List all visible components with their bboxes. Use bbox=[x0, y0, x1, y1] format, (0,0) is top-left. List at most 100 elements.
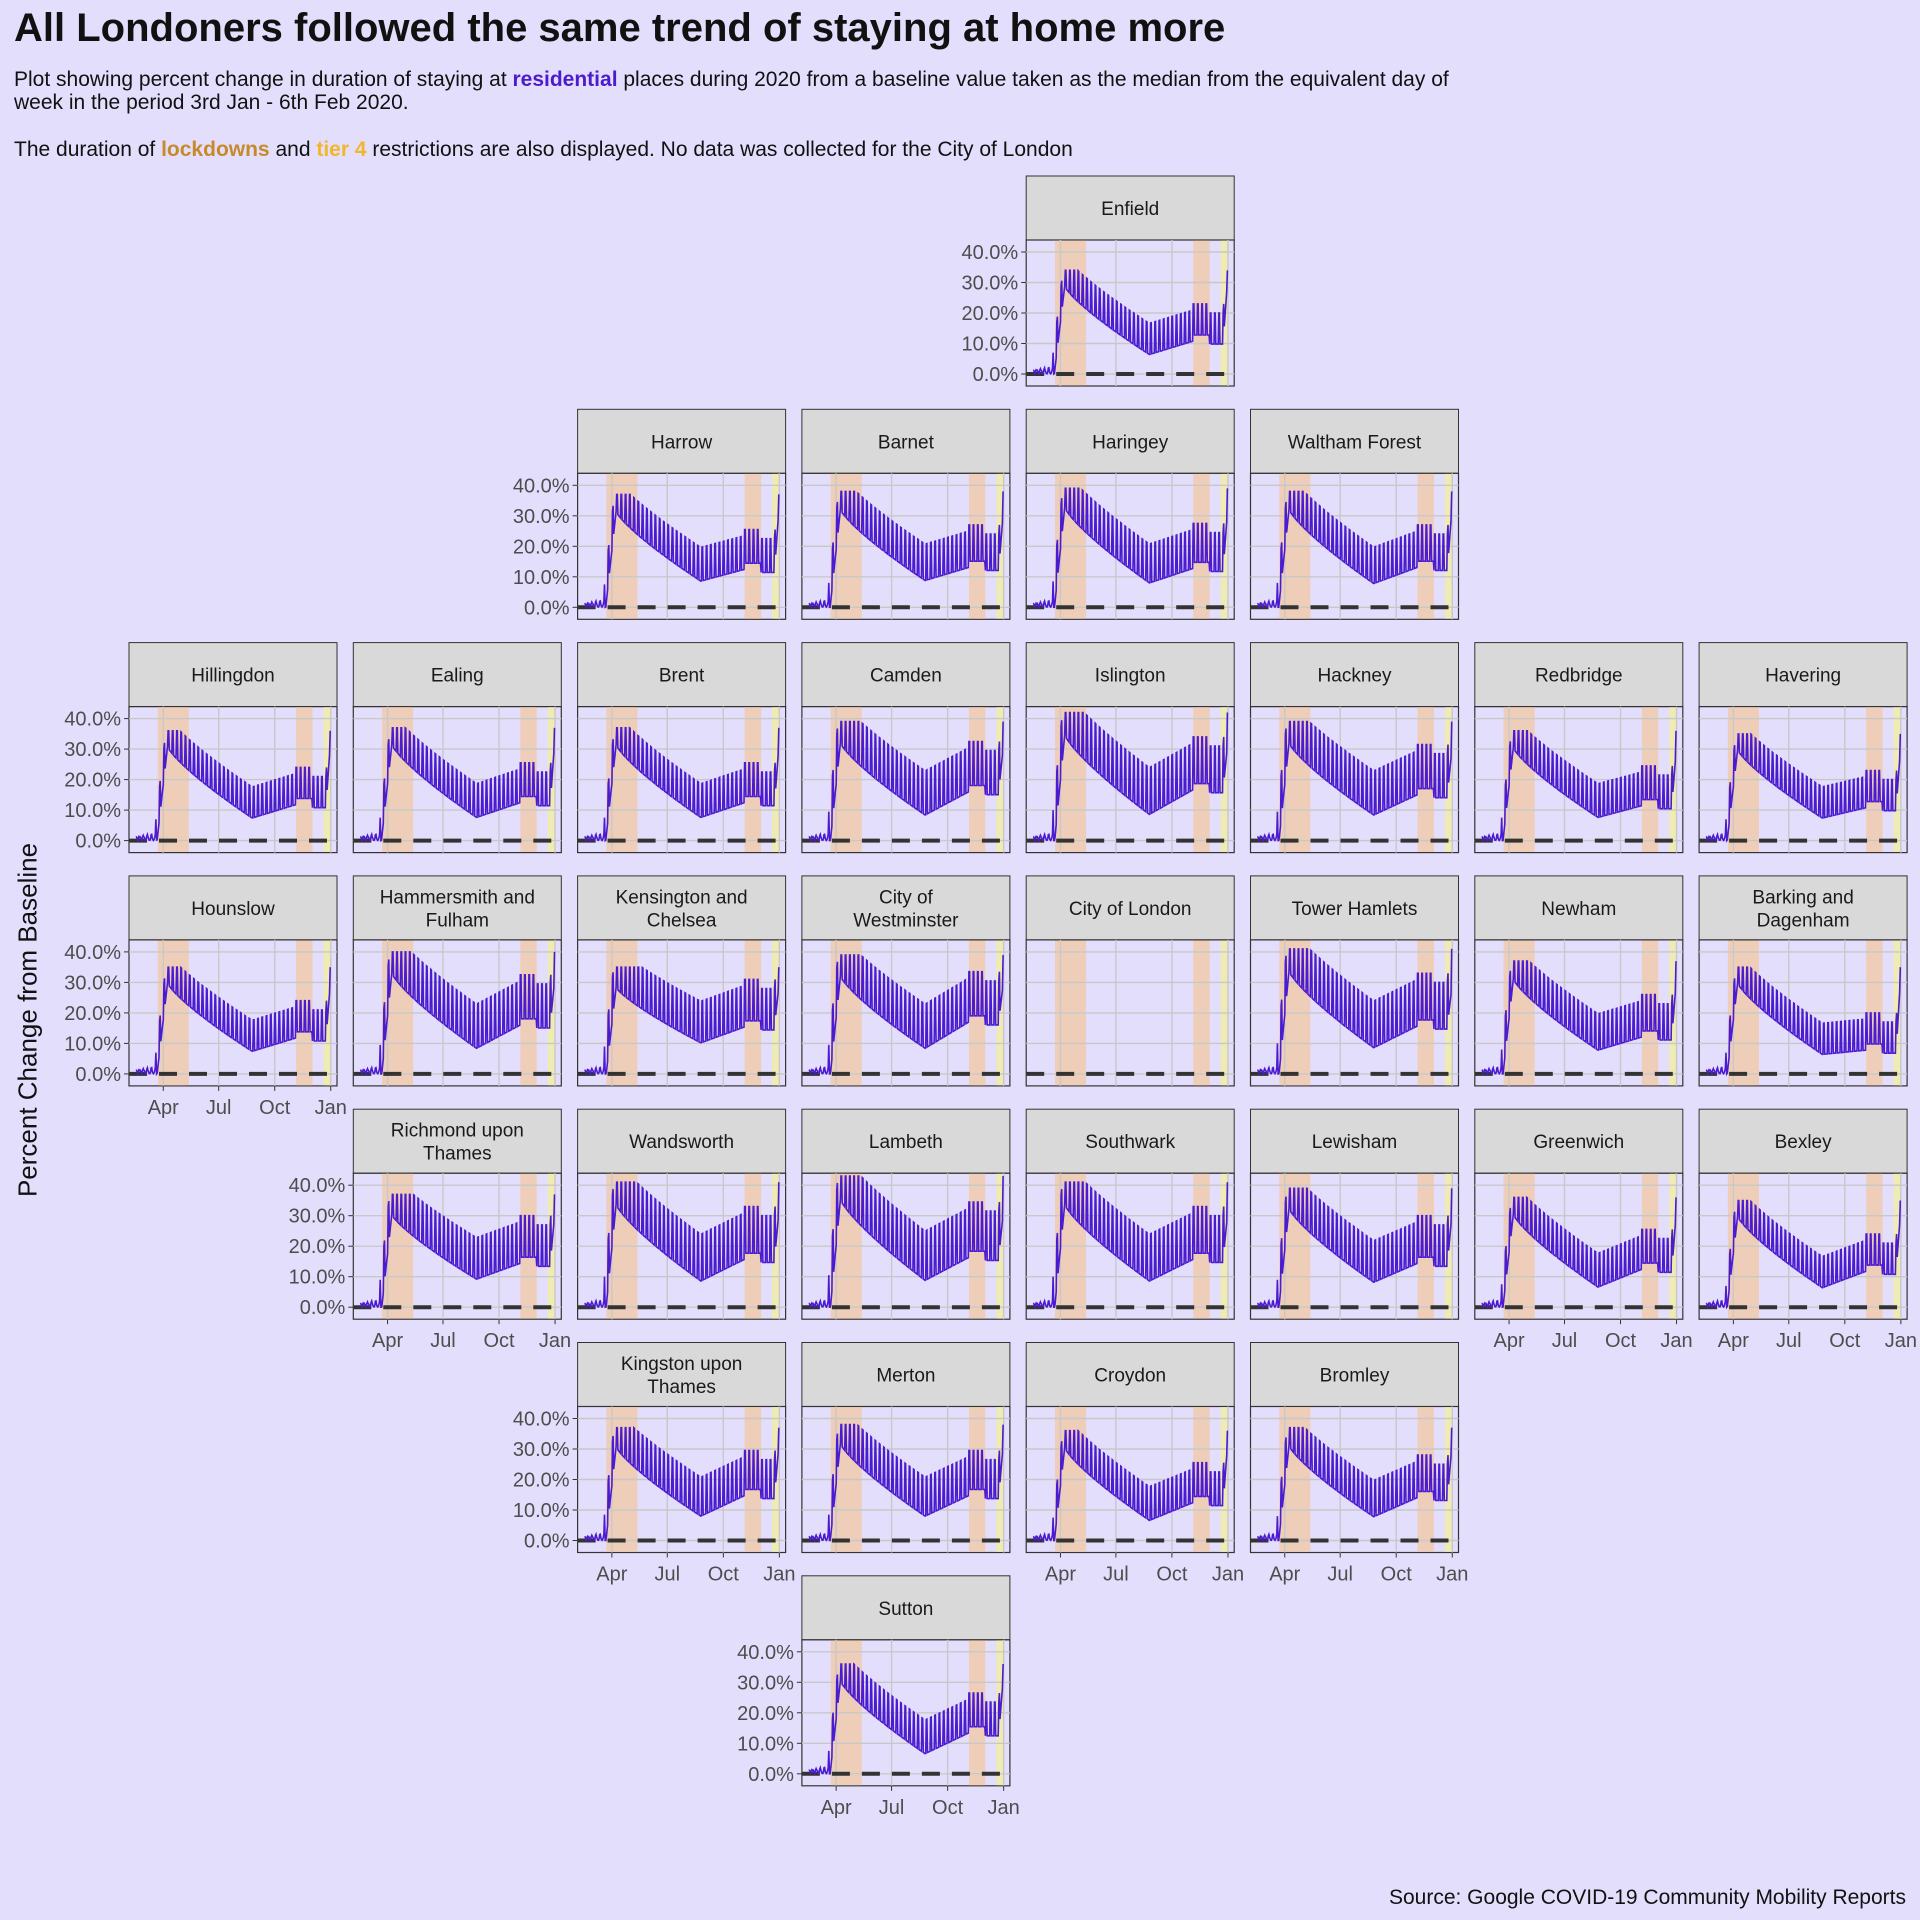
series-line bbox=[1032, 487, 1229, 610]
y-tick-label: 0.0% bbox=[300, 1297, 346, 1319]
y-tick-label: 0.0% bbox=[75, 1064, 121, 1086]
facet-strip bbox=[1025, 875, 1235, 941]
facet-strip bbox=[801, 1342, 1011, 1407]
facet-harrow: Harrow 0.0% 10.0% 20.0% 30.0% 40.0% bbox=[513, 408, 787, 620]
x-tick-label: Oct bbox=[1156, 1564, 1188, 1586]
x-tick-label: Oct bbox=[932, 1797, 964, 1819]
facet-title: Ealing bbox=[431, 666, 484, 687]
series-line bbox=[359, 1193, 556, 1310]
facet-camden: Camden bbox=[801, 642, 1011, 854]
x-tick-label: Apr bbox=[1493, 1330, 1524, 1352]
y-tick-label: 30.0% bbox=[64, 972, 121, 994]
x-tick-label: Jul bbox=[206, 1097, 232, 1119]
facet-title: Kingston upon Thames bbox=[621, 1354, 743, 1398]
facet-title: City of London bbox=[1069, 899, 1192, 920]
y-tick-label: 10.0% bbox=[737, 1733, 794, 1755]
facet-strip bbox=[1474, 1108, 1684, 1174]
facet-title: Kensington and Chelsea bbox=[616, 887, 748, 931]
y-tick-label: 10.0% bbox=[513, 1500, 570, 1522]
facet-strip bbox=[1250, 1342, 1459, 1407]
y-tick-label: 40.0% bbox=[64, 709, 121, 731]
y-tick-label: 30.0% bbox=[289, 1206, 346, 1228]
facet-title: City of Westminster bbox=[853, 887, 959, 931]
lockdowns-highlight: lockdowns bbox=[161, 138, 270, 161]
x-tick-label: Jul bbox=[1776, 1330, 1802, 1352]
x-tick-label: Jul bbox=[1103, 1564, 1129, 1586]
x-tick-label: Jul bbox=[654, 1564, 680, 1586]
series-line bbox=[584, 493, 780, 610]
subtitle-text: restrictions are also displayed. No data… bbox=[366, 138, 1073, 161]
facet-strip bbox=[577, 408, 787, 474]
x-tick-label: Jan bbox=[1212, 1564, 1244, 1586]
facet-title: Havering bbox=[1765, 666, 1841, 687]
facet-bexley: Bexley Apr Jul Oct Jan bbox=[1698, 1108, 1917, 1352]
y-tick-label: 10.0% bbox=[64, 1033, 121, 1055]
series-line bbox=[808, 1662, 1004, 1776]
facet-bromley: Bromley Apr Jul Oct Jan bbox=[1249, 1342, 1468, 1586]
facet-sutton: Sutton 0.0% 10.0% 20.0% 30.0% 40.0% Apr Jul Oct J… bbox=[737, 1575, 1020, 1819]
tier4-highlight: tier 4 bbox=[316, 138, 367, 161]
x-tick-label: Jan bbox=[763, 1564, 795, 1586]
facet-title: Tower Hamlets bbox=[1292, 899, 1418, 920]
facet-title: Brent bbox=[659, 666, 705, 687]
facet-city-of-london: City of London bbox=[1025, 875, 1235, 1087]
facet-barking-and-dagenham: Barking and Dagenham bbox=[1698, 875, 1908, 1087]
facet-title: Hounslow bbox=[191, 899, 275, 920]
facet-tower-hamlets: Tower Hamlets bbox=[1249, 875, 1460, 1087]
series-line bbox=[808, 1423, 1004, 1543]
x-tick-label: Apr bbox=[1045, 1564, 1076, 1586]
facet-strip bbox=[801, 875, 1011, 941]
facet-hammersmith-and-fulham: Hammersmith and Fulham bbox=[352, 875, 562, 1087]
facet-title: Croydon bbox=[1094, 1366, 1166, 1387]
facet-title: Southwark bbox=[1085, 1132, 1175, 1153]
series-line bbox=[808, 954, 1004, 1076]
y-tick-label: 20.0% bbox=[961, 303, 1018, 325]
facet-hackney: Hackney bbox=[1249, 642, 1460, 854]
facet-strip bbox=[1698, 875, 1908, 941]
facet-enfield: Enfield 0.0% 10.0% 20.0% 30.0% 40.0% bbox=[961, 175, 1235, 387]
facet-strip bbox=[801, 1575, 1011, 1641]
y-tick-label: 10.0% bbox=[513, 567, 570, 589]
facet-title: Wandsworth bbox=[629, 1132, 734, 1153]
x-tick-label: Apr bbox=[148, 1097, 179, 1119]
facet-strip bbox=[1025, 408, 1235, 474]
facet-title: Sutton bbox=[878, 1599, 933, 1620]
facet-strip bbox=[1698, 642, 1908, 708]
facet-strip bbox=[1698, 1108, 1908, 1174]
x-tick-label: Jul bbox=[879, 1797, 905, 1819]
facet-title: Greenwich bbox=[1533, 1132, 1624, 1153]
facet-title: Newham bbox=[1541, 899, 1616, 920]
facet-kingston-upon-thames: Kingston upon Thames 0.0% 10.0% 20.0% 30.0% 40… bbox=[513, 1342, 795, 1586]
facet-title: Islington bbox=[1095, 666, 1166, 687]
y-tick-label: 30.0% bbox=[513, 506, 570, 528]
facet-strip bbox=[1250, 875, 1459, 941]
facet-strip bbox=[128, 875, 338, 941]
facet-southwark: Southwark bbox=[1025, 1108, 1235, 1320]
facet-city-of-westminster: City of Westminster bbox=[801, 875, 1011, 1087]
series-line bbox=[1032, 1429, 1229, 1543]
facet-title: Lambeth bbox=[869, 1132, 943, 1153]
y-tick-label: 40.0% bbox=[64, 942, 121, 964]
chart-title: All Londoners followed the same trend of… bbox=[14, 6, 1226, 50]
facet-haringey: Haringey bbox=[1025, 408, 1235, 620]
series-line bbox=[1481, 960, 1677, 1076]
facet-strip bbox=[1474, 875, 1684, 941]
series-line bbox=[584, 1426, 780, 1543]
series-line bbox=[135, 730, 331, 843]
series-line bbox=[808, 720, 1004, 843]
x-tick-label: Apr bbox=[1269, 1564, 1300, 1586]
facet-kensington-and-chelsea: Kensington and Chelsea bbox=[576, 875, 787, 1087]
x-tick-label: Jan bbox=[315, 1097, 347, 1119]
facet-strip bbox=[1025, 642, 1235, 708]
y-tick-label: 10.0% bbox=[64, 800, 121, 822]
series-line bbox=[359, 726, 556, 843]
y-tick-label: 40.0% bbox=[961, 242, 1018, 264]
subtitle-text: The duration of bbox=[14, 138, 162, 161]
facet-croydon: Croydon Apr Jul Oct Jan bbox=[1025, 1342, 1244, 1586]
facet-title: Hillingdon bbox=[191, 666, 274, 687]
facet-havering: Havering bbox=[1698, 642, 1908, 854]
facet-title: Lewisham bbox=[1312, 1132, 1398, 1153]
series-line bbox=[1705, 1199, 1902, 1310]
facet-title: Merton bbox=[876, 1366, 935, 1387]
facet-title: Barnet bbox=[878, 432, 935, 453]
